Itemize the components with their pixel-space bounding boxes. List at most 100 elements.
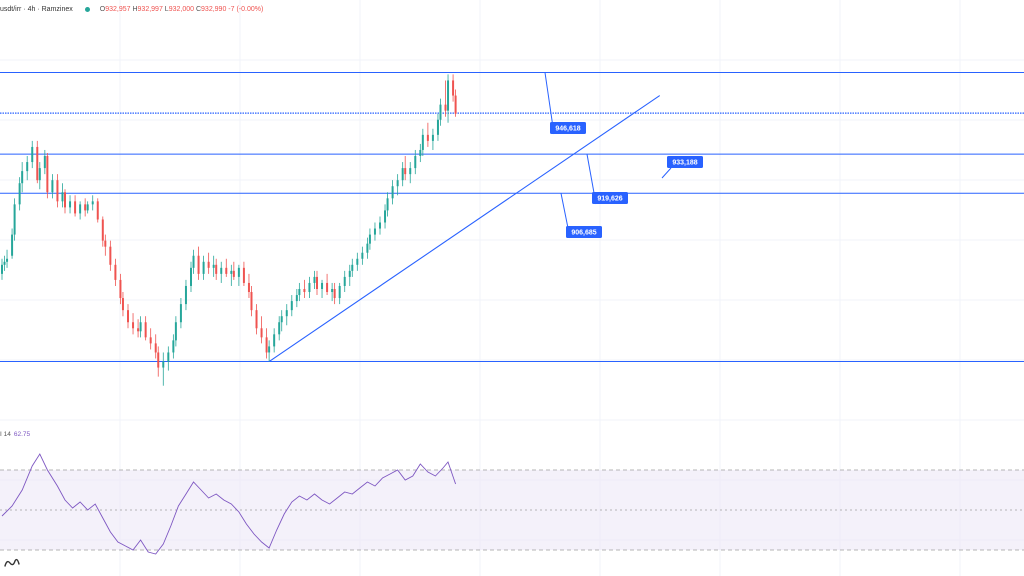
candle-body xyxy=(86,204,89,211)
candle-body xyxy=(260,328,263,338)
candle-body xyxy=(119,279,122,299)
chart-header: usdt/irr · 4h · Ramzinex O932,957 H932,9… xyxy=(0,3,263,15)
candle-body xyxy=(104,240,107,247)
candle-body xyxy=(426,134,429,141)
candle-body xyxy=(46,156,49,193)
candle-body xyxy=(144,322,147,338)
candle-body xyxy=(172,340,175,353)
candle-body xyxy=(436,119,439,135)
tradingview-logo-icon[interactable] xyxy=(4,558,20,568)
candle-body xyxy=(431,134,434,141)
candle-body xyxy=(444,104,447,111)
level-label: 946,618 xyxy=(555,126,580,133)
candle-body xyxy=(74,201,77,214)
candle-body xyxy=(250,292,253,311)
rsi-line-group xyxy=(1,453,457,555)
candle-body xyxy=(137,328,140,332)
candle-body xyxy=(56,180,59,202)
candle-body xyxy=(242,267,245,283)
candle-body xyxy=(64,192,66,208)
candle-body xyxy=(237,267,240,277)
candle-body xyxy=(285,310,288,317)
candle-body xyxy=(212,264,215,268)
candle-body xyxy=(379,222,381,229)
level-callout: 919,626 xyxy=(586,154,628,205)
candle-body xyxy=(391,186,394,199)
symbol-title: usdt/irr · 4h · Ramzinex xyxy=(0,5,73,13)
candle-body xyxy=(154,343,157,353)
level-callout: 933,188 xyxy=(661,156,703,179)
candle-body xyxy=(184,285,187,305)
candle-body xyxy=(404,168,407,175)
rsi-line xyxy=(1,453,457,555)
candle-body xyxy=(192,255,195,268)
candle-body xyxy=(6,258,9,262)
callout-box xyxy=(592,192,628,204)
open-value: 932,957 xyxy=(105,5,131,13)
candle-body xyxy=(114,264,117,280)
level-label: 906,685 xyxy=(571,230,596,237)
high-label: H xyxy=(132,5,138,13)
candle-body xyxy=(343,276,346,286)
candle-body xyxy=(69,201,72,208)
candle-body xyxy=(220,267,223,274)
candle-body xyxy=(338,285,341,299)
candle-body xyxy=(356,258,359,265)
candle-body xyxy=(366,243,369,253)
candle-body xyxy=(368,234,371,244)
candle-body xyxy=(396,180,399,187)
candle-body xyxy=(36,146,39,181)
candle-body xyxy=(84,204,87,211)
candle-body xyxy=(21,171,24,184)
callout-box xyxy=(667,156,703,168)
candle-body xyxy=(348,270,351,277)
candle-body xyxy=(157,352,160,368)
candle-body xyxy=(101,219,104,241)
candle-body xyxy=(386,198,389,211)
candle-body xyxy=(308,282,311,293)
candle-body xyxy=(316,276,318,289)
candle-body xyxy=(121,298,124,311)
candle-body xyxy=(174,322,177,341)
candle-body xyxy=(91,201,94,205)
level-callout: 946,618 xyxy=(544,72,586,135)
candle-body xyxy=(38,168,41,181)
candle-body xyxy=(167,352,170,362)
candle-body xyxy=(351,264,354,271)
candle-body xyxy=(1,264,3,274)
candle-body xyxy=(230,270,233,274)
candle-body xyxy=(139,322,142,332)
rsi-guides xyxy=(0,469,1024,551)
candle-body xyxy=(61,192,64,202)
candle-body xyxy=(373,228,376,235)
candle-body xyxy=(51,180,54,193)
candle-body xyxy=(207,261,210,268)
candle-body xyxy=(18,183,21,205)
candle-body xyxy=(3,261,6,265)
candle-body xyxy=(273,334,276,347)
candle-body xyxy=(313,276,316,283)
candle-body xyxy=(447,80,450,111)
candle-body xyxy=(127,310,129,323)
level-callout: 906,685 xyxy=(560,193,602,239)
candle-body xyxy=(414,156,417,169)
trendline xyxy=(268,95,661,362)
horizontal-levels xyxy=(0,72,1024,363)
candle-body xyxy=(421,134,424,150)
candle-body xyxy=(278,322,281,335)
candle-body xyxy=(109,246,112,265)
candle-body xyxy=(190,267,192,286)
market-status-dot xyxy=(84,6,90,12)
candle-body xyxy=(454,95,457,114)
candle-body xyxy=(401,168,404,181)
high-value: 932,997 xyxy=(137,5,163,13)
candle-body xyxy=(31,146,34,163)
candle-body xyxy=(321,282,324,289)
candle-body xyxy=(298,288,301,296)
candle-body xyxy=(149,337,152,344)
candle-body xyxy=(419,149,422,157)
close-value: 932,990 xyxy=(201,5,227,13)
candle-body xyxy=(247,282,250,293)
level-labels: 946,618 933,188 919,626 906,685 xyxy=(544,72,703,239)
